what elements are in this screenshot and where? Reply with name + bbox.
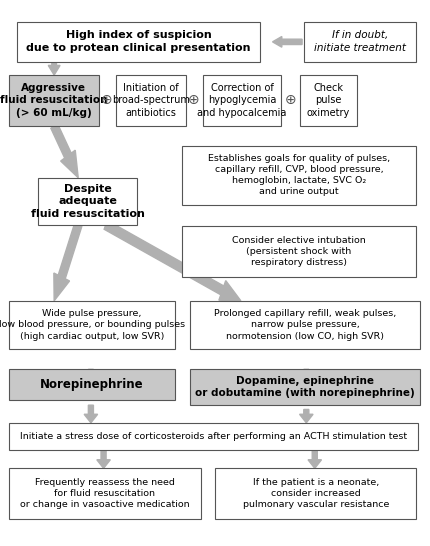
FancyBboxPatch shape — [299, 75, 356, 126]
Text: Frequently reassess the need
for fluid resuscitation
or change in vasoactive med: Frequently reassess the need for fluid r… — [20, 478, 189, 509]
FancyArrow shape — [84, 369, 98, 400]
FancyBboxPatch shape — [190, 369, 419, 405]
Text: ⊕: ⊕ — [187, 93, 199, 107]
FancyArrow shape — [84, 405, 98, 423]
Text: Prolonged capillary refill, weak pulses,
narrow pulse pressure,
normotension (lo: Prolonged capillary refill, weak pulses,… — [214, 309, 396, 341]
Text: Correction of
hypoglycemia
and hypocalcemia: Correction of hypoglycemia and hypocalce… — [197, 83, 286, 118]
FancyArrow shape — [299, 410, 312, 423]
FancyBboxPatch shape — [9, 369, 175, 400]
FancyArrow shape — [51, 123, 78, 178]
FancyBboxPatch shape — [17, 21, 259, 62]
FancyBboxPatch shape — [304, 21, 415, 62]
Text: If in doubt,
initiate treatment: If in doubt, initiate treatment — [313, 31, 405, 53]
Text: Consider elective intubation
(persistent shock with
respiratory distress): Consider elective intubation (persistent… — [231, 236, 365, 267]
Text: If the patient is a neonate,
consider increased
pulmonary vascular resistance: If the patient is a neonate, consider in… — [242, 478, 388, 509]
Text: Check
pulse
oximetry: Check pulse oximetry — [306, 83, 349, 118]
FancyArrow shape — [307, 449, 321, 468]
FancyBboxPatch shape — [9, 301, 175, 349]
FancyBboxPatch shape — [9, 75, 99, 126]
FancyBboxPatch shape — [203, 75, 280, 126]
FancyArrow shape — [48, 62, 60, 75]
FancyBboxPatch shape — [38, 178, 137, 225]
Text: ⊕: ⊕ — [284, 93, 296, 107]
FancyArrow shape — [54, 223, 82, 301]
Text: Dopamine, epinephrine
or dobutamine (with norepinephrine): Dopamine, epinephrine or dobutamine (wit… — [195, 376, 414, 398]
FancyArrow shape — [299, 369, 312, 400]
FancyBboxPatch shape — [116, 75, 185, 126]
Text: Initiate a stress dose of corticosteroids after performing an ACTH stimulation t: Initiate a stress dose of corticosteroid… — [20, 432, 406, 441]
FancyBboxPatch shape — [9, 423, 417, 449]
FancyBboxPatch shape — [9, 468, 200, 519]
FancyBboxPatch shape — [181, 226, 415, 277]
FancyArrow shape — [104, 221, 240, 301]
Text: Norepinephrine: Norepinephrine — [40, 378, 144, 391]
FancyBboxPatch shape — [190, 301, 419, 349]
Text: Initiation of
broad-spectrum
antibiotics: Initiation of broad-spectrum antibiotics — [112, 83, 190, 118]
Text: Aggressive
fluid resuscitation
(> 60 mL/kg): Aggressive fluid resuscitation (> 60 mL/… — [0, 83, 108, 118]
FancyArrow shape — [97, 449, 110, 468]
Text: ⊕: ⊕ — [101, 93, 113, 107]
Text: Wide pulse pressure,
low blood pressure, or bounding pulses
(high cardiac output: Wide pulse pressure, low blood pressure,… — [0, 309, 184, 341]
FancyBboxPatch shape — [181, 146, 415, 205]
Text: Establishes goals for quality of pulses,
capillary refill, CVP, blood pressure,
: Establishes goals for quality of pulses,… — [207, 154, 389, 196]
FancyBboxPatch shape — [215, 468, 415, 519]
Text: Despite
adequate
fluid resuscitation: Despite adequate fluid resuscitation — [31, 184, 144, 219]
FancyArrow shape — [272, 37, 301, 47]
Text: High index of suspicion
due to protean clinical presentation: High index of suspicion due to protean c… — [26, 31, 250, 53]
